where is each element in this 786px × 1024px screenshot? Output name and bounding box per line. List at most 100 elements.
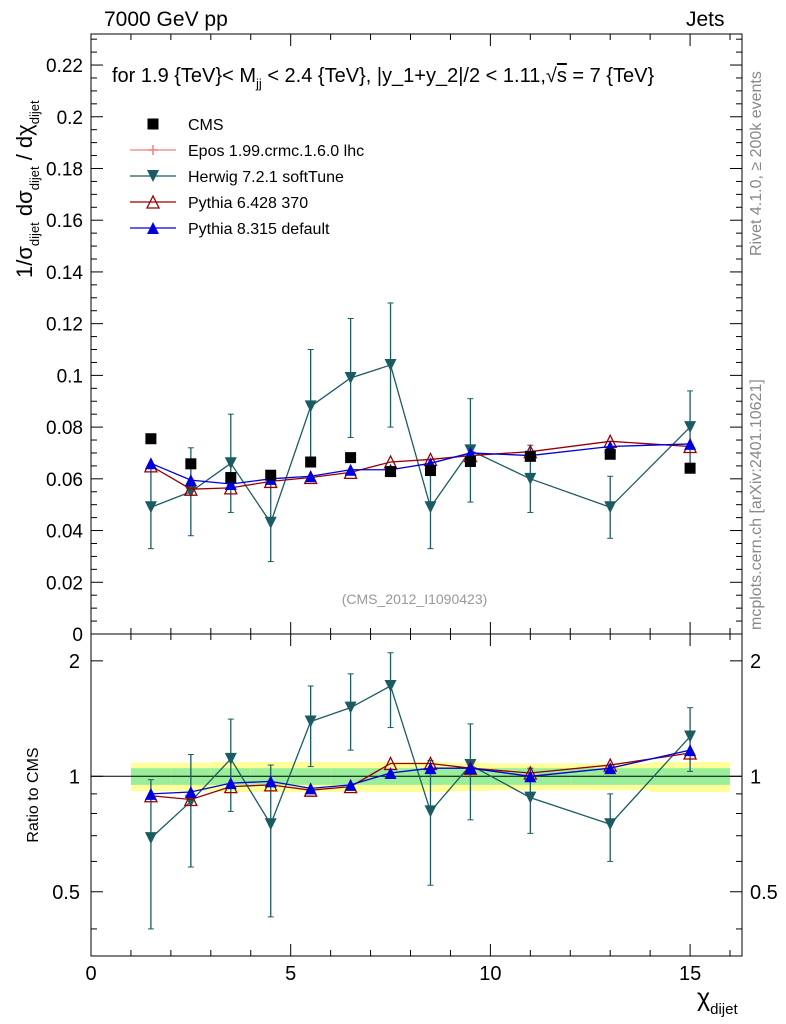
- plot-title-part: < 2.4 {TeV}, |y_1+y_2|/2 < 1.11,: [262, 65, 546, 87]
- y-tick-label-main: 0.18: [46, 159, 83, 180]
- data-point-main: [264, 516, 277, 529]
- data-point-main: [524, 472, 537, 485]
- data-point-main: [384, 359, 397, 372]
- plot-title-part: = 7 {TeV}: [567, 65, 655, 87]
- data-point-ratio: [424, 805, 437, 818]
- legend-label: Pythia 6.428 370: [188, 195, 308, 212]
- y-tick-label-main: 0.16: [46, 211, 83, 232]
- data-point-ratio: [264, 818, 277, 831]
- series-ratio-pythia-8-315-default: [144, 744, 697, 800]
- y-tick-label-main: 0.08: [46, 418, 83, 439]
- y-axis-label-part: dijet: [27, 166, 42, 190]
- data-point-ratio: [264, 775, 277, 788]
- data-point-ratio: [604, 762, 617, 775]
- data-point-cms: [385, 466, 397, 478]
- ratio-tick-label-left: 2: [69, 651, 80, 673]
- legend-marker: [147, 118, 159, 130]
- data-point-main: [144, 501, 157, 514]
- y-axis-label-main: 1/σdijet dσdijet / dχdijet: [12, 100, 42, 278]
- ratio-tick-label-right: 1: [750, 766, 761, 788]
- ratio-tick-label-right: 2: [750, 651, 761, 673]
- data-point-cms: [464, 456, 476, 467]
- data-point-main: [304, 470, 317, 483]
- data-point-main: [684, 437, 697, 450]
- data-point-main: [304, 400, 317, 413]
- data-point-main: [464, 446, 477, 459]
- data-point-ratio: [384, 767, 397, 780]
- data-point-ratio: [304, 715, 317, 728]
- data-point-cms: [524, 450, 536, 462]
- series-main-cms: [145, 433, 696, 484]
- y-axis-label-part: dσ: [12, 190, 37, 222]
- legend-label: CMS: [188, 117, 224, 134]
- data-point-main: [344, 371, 357, 384]
- data-point-cms: [604, 448, 616, 460]
- legend: CMS Epos 1.99.crmc.1.6.0 lhc Herwig 7.2.1 …: [130, 117, 364, 238]
- data-point-cms: [345, 452, 357, 464]
- y-tick-label-main: 0: [72, 625, 83, 646]
- data-point-ratio: [144, 832, 157, 845]
- series-main-herwig-7-2-1-softtune: [144, 302, 697, 563]
- data-point-main: [184, 474, 197, 487]
- data-point-cms: [185, 458, 197, 470]
- y-tick-label-main: 0.06: [46, 470, 83, 491]
- series-ratio-herwig-7-2-1-softtune: [144, 652, 697, 930]
- data-point-cms: [305, 456, 317, 468]
- series-line-ratio: [150, 752, 691, 801]
- data-point-main: [183, 481, 198, 496]
- series-line-ratio: [150, 685, 691, 839]
- y-axis-label-part: / dχ: [12, 124, 37, 167]
- data-point-main: [684, 421, 697, 434]
- plot-title-sub: jj: [255, 76, 262, 91]
- data-point-cms: [225, 472, 237, 484]
- legend-marker: [148, 145, 158, 155]
- legend-label: Herwig 7.2.1 softTune: [188, 169, 344, 186]
- data-point-ratio: [384, 679, 397, 692]
- data-point-cms: [424, 465, 436, 477]
- data-point-cms: [265, 469, 277, 481]
- ratio-tick-label-left: 0.5: [52, 882, 80, 904]
- legend-marker: [145, 194, 161, 209]
- y-tick-label-main: 0.04: [46, 522, 83, 543]
- y-tick-label-main: 0.22: [46, 56, 83, 77]
- x-axis-label: χdijet: [697, 984, 738, 1018]
- y-tick-label-main: 0.1: [57, 366, 83, 387]
- header-left-label: 7000 GeV pp: [104, 8, 228, 31]
- y-tick-label-main: 0.14: [46, 263, 83, 284]
- legend-marker: [147, 222, 159, 234]
- y-tick-label-main: 0.12: [46, 315, 83, 336]
- legend-label: Epos 1.99.crmc.1.6.0 lhc: [188, 143, 364, 160]
- y-axis-label-part: dijet: [27, 222, 42, 246]
- header-right-label: Jets: [686, 8, 725, 31]
- data-point-ratio: [304, 782, 317, 795]
- data-point-ratio: [524, 770, 537, 783]
- data-point-ratio: [224, 752, 237, 765]
- series-line-main: [150, 440, 691, 490]
- series-line-main: [150, 443, 691, 485]
- data-point-ratio: [224, 777, 237, 790]
- data-point-cms: [145, 433, 157, 445]
- data-point-ratio: [684, 744, 697, 757]
- data-point-ratio: [464, 762, 477, 775]
- data-point-ratio: [524, 791, 537, 804]
- legend-item: Pythia 6.428 370: [130, 194, 308, 212]
- x-tick-label: 0: [85, 963, 96, 985]
- analysis-watermark: (CMS_2012_I1090423): [342, 591, 488, 607]
- data-point-ratio: [344, 778, 357, 791]
- plot-title-sqrt: √: [546, 65, 557, 87]
- data-point-main: [224, 457, 237, 470]
- ratio-plot-frame: [90, 633, 743, 957]
- y-axis-label-part: dijet: [27, 100, 42, 124]
- x-tick-label: 5: [285, 963, 296, 985]
- legend-item: Epos 1.99.crmc.1.6.0 lhc: [130, 143, 364, 160]
- x-axis-label-sub: dijet: [710, 1001, 738, 1018]
- data-point-ratio: [684, 730, 697, 743]
- legend-item: Pythia 8.315 default: [130, 221, 330, 238]
- data-point-main: [224, 478, 237, 490]
- data-point-main: [144, 457, 157, 470]
- x-tick-label: 15: [679, 963, 701, 985]
- y-tick-label-main: 0.02: [46, 573, 83, 594]
- legend-label: Pythia 8.315 default: [188, 221, 330, 238]
- data-point-main: [344, 463, 357, 476]
